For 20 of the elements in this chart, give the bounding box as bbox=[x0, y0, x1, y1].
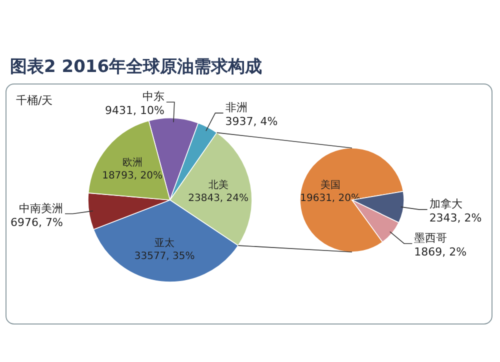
chart-title: 图表2 2016年全球原油需求构成 bbox=[10, 57, 262, 77]
data-label: 9431, 10% bbox=[104, 104, 164, 118]
data-label: 3937, 4% bbox=[225, 115, 278, 128]
pie-slice bbox=[300, 148, 404, 252]
slice-label: 美国 bbox=[320, 179, 340, 192]
data-label: 33577, 35% bbox=[134, 250, 195, 262]
data-label: 18793, 20% bbox=[102, 170, 162, 182]
slice-label: 非洲 bbox=[225, 101, 248, 114]
slice-label: 亚太 bbox=[154, 236, 175, 249]
text: 千桶/天 bbox=[16, 94, 53, 107]
data-label: 1869, 2% bbox=[414, 246, 467, 259]
slice-label: 北美 bbox=[208, 178, 228, 191]
slice-label: 中东 bbox=[142, 90, 164, 104]
slice-label: 加拿大 bbox=[429, 198, 462, 211]
slice-label: 墨西哥 bbox=[414, 232, 448, 245]
slice-label: 欧洲 bbox=[122, 156, 142, 168]
data-label: 2343, 2% bbox=[429, 212, 482, 225]
data-label: 6976, 7% bbox=[10, 216, 63, 229]
slice-label: 中南美洲 bbox=[18, 202, 63, 215]
data-label: 23843, 24% bbox=[188, 192, 249, 204]
